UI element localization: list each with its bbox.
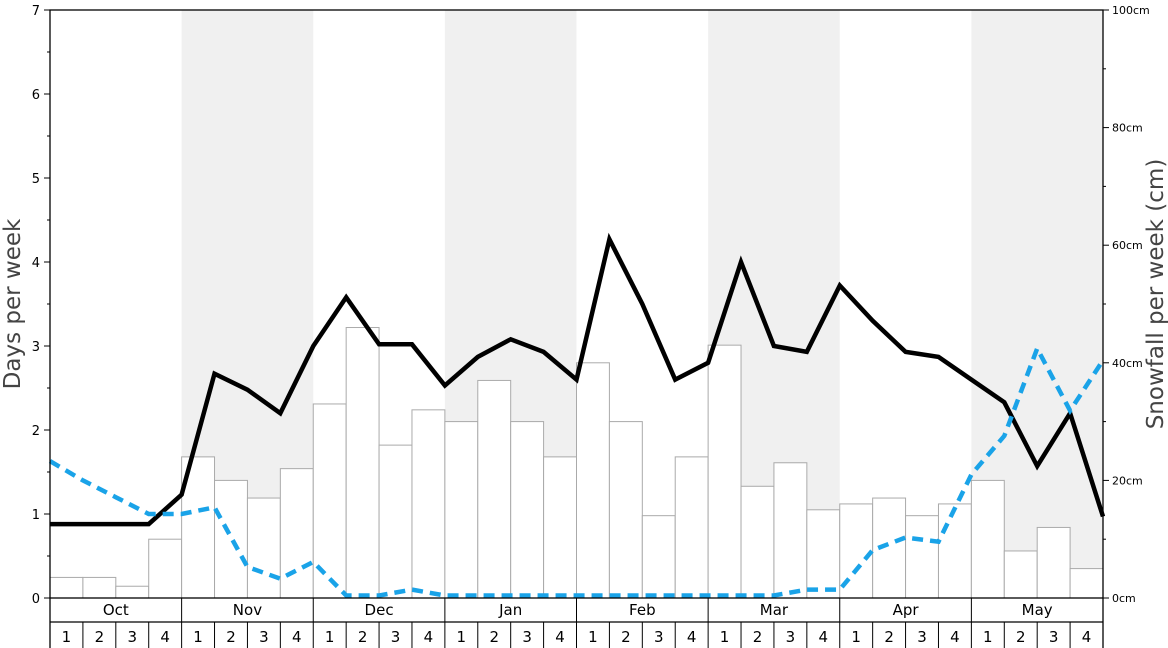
snowfall-bar: [1003, 550, 1038, 599]
month-label-feb: Feb: [629, 601, 656, 619]
right-tick-label: 100cm: [1112, 4, 1150, 17]
week-label: 2: [95, 628, 105, 646]
left-tick-label: 4: [32, 256, 40, 271]
snowfall-bar: [773, 462, 808, 599]
snowfall-bar: [115, 585, 150, 599]
snowfall-bar: [641, 515, 676, 599]
snowfall-bar: [905, 515, 939, 599]
snowfall-bar: [444, 421, 479, 599]
right-tick-label: 0cm: [1112, 592, 1136, 605]
week-label: 4: [687, 628, 697, 646]
snowfall-bars: [49, 327, 1104, 599]
week-label: 4: [424, 628, 434, 646]
left-tick-label: 3: [32, 340, 40, 355]
left-tick-label: 1: [32, 508, 40, 523]
week-label: 3: [391, 628, 401, 646]
month-label-oct: Oct: [103, 601, 129, 619]
snowfall-bar: [1036, 526, 1071, 599]
snowfall-bar: [279, 468, 314, 599]
week-label: 1: [325, 628, 335, 646]
week-label: 3: [1049, 628, 1059, 646]
left-tick-label: 7: [32, 4, 40, 19]
left-tick-label: 5: [32, 172, 40, 187]
snowfall-bar: [246, 497, 281, 599]
left-axis-title: Days per week: [0, 218, 26, 389]
solid-line: [50, 232, 1106, 527]
right-axis-title: Snowfall per week (cm): [1143, 159, 1168, 430]
snowfall-bar: [707, 344, 742, 599]
snowfall-bar: [49, 576, 84, 599]
week-label: 1: [457, 628, 467, 646]
left-tick-label: 0: [32, 592, 40, 607]
week-label: 4: [950, 628, 960, 646]
week-label: 1: [588, 628, 598, 646]
right-axis: 0cm 20cm 40cm 60cm 80cm 100cm: [1103, 4, 1150, 605]
snowfall-bar: [1069, 568, 1104, 599]
snowfall-bar: [872, 497, 907, 599]
week-label: 1: [983, 628, 993, 646]
right-tick-label: 80cm: [1112, 122, 1143, 135]
left-tick-label: 6: [32, 88, 40, 103]
month-label-apr: Apr: [893, 601, 920, 619]
snowfall-bar: [477, 379, 512, 599]
snowfall-bar: [214, 479, 248, 599]
week-label: 3: [259, 628, 269, 646]
week-label: 2: [753, 628, 763, 646]
right-tick-label: 20cm: [1112, 474, 1143, 487]
snowfall-bar: [740, 485, 775, 599]
week-label: 3: [917, 628, 927, 646]
week-label: 4: [555, 628, 565, 646]
week-label: 4: [1082, 628, 1092, 646]
snowfall-bar: [608, 421, 643, 599]
week-label: 1: [193, 628, 203, 646]
week-label: 1: [851, 628, 861, 646]
snowfall-bar: [674, 456, 709, 599]
dashed-line: [48, 343, 1105, 598]
right-tick-label: 60cm: [1112, 239, 1143, 252]
week-label: 3: [127, 628, 137, 646]
day-lines: [48, 232, 1106, 598]
snowfall-bar: [345, 327, 380, 599]
snowfall-bar: [970, 479, 1005, 599]
snowfall-bar: [411, 409, 446, 599]
snowfall-bar: [82, 576, 117, 599]
month-label-may: May: [1022, 601, 1053, 619]
month-label-jan: Jan: [498, 601, 522, 619]
week-label: 2: [358, 628, 368, 646]
week-label: 2: [884, 628, 894, 646]
week-label: 4: [160, 628, 170, 646]
snowfall-bar: [378, 444, 413, 599]
week-label: 4: [819, 628, 829, 646]
week-label: 2: [489, 628, 499, 646]
week-label: 3: [786, 628, 796, 646]
snowfall-bar: [148, 538, 183, 599]
month-axis: Oct 1 2 3 4 Nov 1 2 3 4 Dec 1 2 3 4 Jan 1 2 3 4 Feb 1 2 3 4 Mar 1 2…: [49, 598, 1104, 648]
week-label: 3: [654, 628, 664, 646]
month-label-mar: Mar: [760, 601, 789, 619]
week-label: 2: [1016, 628, 1026, 646]
week-label: 1: [62, 628, 72, 646]
snowfall-bar: [543, 456, 577, 599]
snowfall-bar: [510, 421, 545, 599]
week-label: 4: [292, 628, 302, 646]
snowfall-bar: [806, 509, 841, 599]
month-label-nov: Nov: [233, 601, 262, 619]
month-label-dec: Dec: [365, 601, 394, 619]
snowfall-bar: [576, 362, 610, 599]
right-tick-label: 40cm: [1112, 357, 1143, 370]
left-tick-label: 2: [32, 424, 40, 439]
week-label: 1: [720, 628, 730, 646]
left-axis: 0 1 2 3 4 5 6 7: [32, 4, 50, 607]
week-label: 2: [621, 628, 631, 646]
week-label: 2: [226, 628, 236, 646]
snowfall-bar: [937, 503, 972, 599]
week-label: 3: [522, 628, 532, 646]
